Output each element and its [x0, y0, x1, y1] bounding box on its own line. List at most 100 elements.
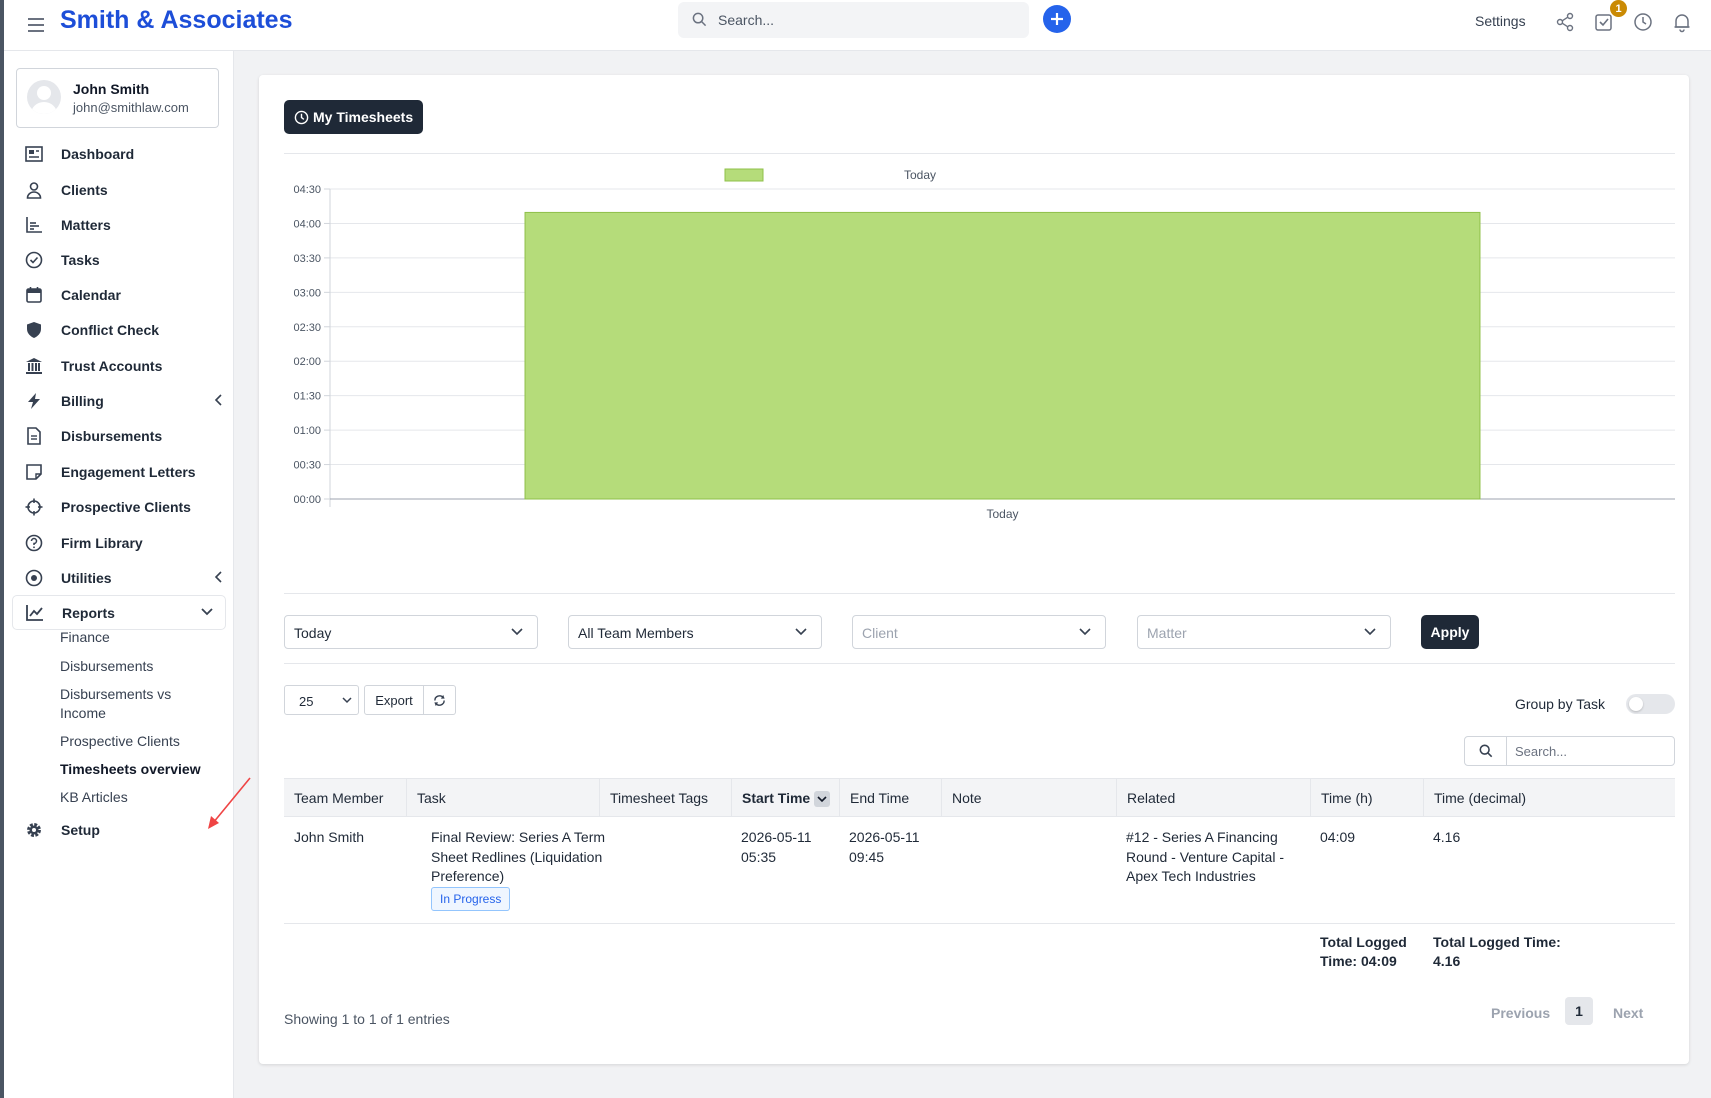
- bell-icon[interactable]: [1671, 11, 1693, 33]
- total-line: Total Logged: [1320, 934, 1407, 950]
- cell-time-decimal: 4.16: [1433, 829, 1461, 845]
- task-line: Final Review: Series A Term: [431, 829, 606, 845]
- client-select[interactable]: Client: [852, 615, 1106, 649]
- sidebar-item-utilities[interactable]: Utilities: [24, 563, 224, 593]
- team-member-select[interactable]: All Team Members: [568, 615, 822, 649]
- column-header-note[interactable]: Note: [942, 779, 1117, 816]
- y-tick-label: 04:30: [293, 184, 321, 196]
- task-line: Preference): [431, 868, 505, 884]
- group-by-task-toggle[interactable]: [1626, 694, 1675, 714]
- sidebar-item-label: Billing: [61, 393, 104, 409]
- toggle-knob: [1629, 697, 1643, 711]
- column-header-timesheet-tags[interactable]: Timesheet Tags: [600, 779, 732, 816]
- y-tick-label: 04:00: [293, 218, 321, 230]
- table-search-input[interactable]: [1515, 737, 1665, 765]
- page-length-select[interactable]: 25: [284, 685, 359, 715]
- user-card[interactable]: John Smith john@smithlaw.com: [16, 68, 219, 128]
- sidebar-item-clients[interactable]: Clients: [24, 175, 224, 205]
- global-search[interactable]: [678, 2, 1029, 38]
- total-line: 4.16: [1433, 953, 1461, 969]
- sidebar-item-disbursements[interactable]: Disbursements: [24, 421, 224, 451]
- bank-icon: [24, 356, 44, 376]
- x-tick-label: Today: [986, 507, 1018, 521]
- refresh-icon: [434, 694, 445, 706]
- column-header-team-member[interactable]: Team Member: [284, 779, 407, 816]
- bolt-icon: [24, 391, 44, 411]
- export-button[interactable]: Export: [364, 685, 424, 715]
- sidebar-item-tasks[interactable]: Tasks: [24, 245, 224, 275]
- divider: [284, 663, 1675, 664]
- calendar-icon: [24, 285, 44, 305]
- my-timesheets-button[interactable]: My Timesheets: [284, 100, 424, 134]
- crosshair-icon: [24, 497, 44, 517]
- note-icon: [24, 462, 44, 482]
- pagination-next[interactable]: Next: [1613, 1005, 1644, 1021]
- sidebar-item-reports[interactable]: Reports: [12, 595, 226, 630]
- reports-sub-disbursements-vs-income[interactable]: Disbursements vs Income: [60, 686, 172, 721]
- cell-task[interactable]: Final Review: Series A Term Sheet Redlin…: [431, 828, 605, 887]
- sidebar-item-prospective-clients[interactable]: Prospective Clients: [24, 492, 224, 522]
- column-header-related[interactable]: Related: [1117, 779, 1311, 816]
- sidebar-item-label: Setup: [61, 822, 100, 838]
- clock-icon[interactable]: [1632, 11, 1654, 33]
- matter-placeholder: Matter: [1147, 625, 1187, 641]
- sidebar-item-label: Calendar: [61, 287, 121, 303]
- global-search-input[interactable]: [718, 2, 1018, 38]
- menu-toggle-icon[interactable]: [24, 13, 48, 37]
- quick-add-button[interactable]: [1043, 5, 1071, 33]
- sidebar-item-calendar[interactable]: Calendar: [24, 280, 224, 310]
- matter-select[interactable]: Matter: [1137, 615, 1391, 649]
- settings-link[interactable]: Settings: [1475, 13, 1526, 29]
- column-header-start-time[interactable]: Start Time: [732, 779, 840, 816]
- sidebar-item-matters[interactable]: Matters: [24, 210, 224, 240]
- cell-related[interactable]: #12 - Series A Financing Round - Venture…: [1126, 828, 1284, 887]
- user-email: john@smithlaw.com: [73, 100, 189, 115]
- sidebar-item-label: Reports: [62, 604, 115, 621]
- column-header-task[interactable]: Task: [407, 779, 600, 816]
- reports-sub-timesheets-overview[interactable]: Timesheets overview: [60, 761, 201, 777]
- refresh-button[interactable]: [424, 685, 456, 715]
- y-tick-label: 02:00: [293, 356, 321, 368]
- reports-sub-prospective-clients[interactable]: Prospective Clients: [60, 733, 180, 749]
- column-header-time-h[interactable]: Time (h): [1311, 779, 1424, 816]
- sidebar-item-label: Utilities: [61, 570, 112, 586]
- sidebar-item-label: Matters: [61, 217, 111, 233]
- column-header-time-decimal[interactable]: Time (decimal): [1434, 789, 1527, 806]
- check-circle-icon: [24, 250, 44, 270]
- pagination-previous[interactable]: Previous: [1491, 1005, 1551, 1021]
- apply-button[interactable]: Apply: [1421, 615, 1479, 649]
- chevron-down-icon: [511, 628, 523, 636]
- column-header-end-time[interactable]: End Time: [840, 779, 942, 816]
- reports-sub-finance[interactable]: Finance: [60, 629, 110, 645]
- sidebar-item-setup[interactable]: Setup: [24, 815, 224, 845]
- related-line: Apex Tech Industries: [1126, 868, 1256, 884]
- sidebar-item-label: Tasks: [61, 252, 100, 268]
- divider: [284, 153, 1675, 154]
- share-icon[interactable]: [1554, 11, 1576, 33]
- y-tick-label: 01:30: [293, 391, 321, 403]
- sidebar-item-label: Dashboard: [61, 146, 135, 162]
- task-check-icon[interactable]: [1593, 11, 1615, 33]
- pagination-page[interactable]: 1: [1565, 997, 1593, 1025]
- sidebar-item-trust-accounts[interactable]: Trust Accounts: [24, 351, 224, 381]
- sidebar-item-firm-library[interactable]: Firm Library: [24, 528, 224, 558]
- my-timesheets-label: My Timesheets: [313, 109, 414, 125]
- reports-sub-kb-articles[interactable]: KB Articles: [60, 789, 128, 805]
- sidebar-item-billing[interactable]: Billing: [24, 386, 224, 416]
- status-badge: In Progress: [431, 887, 511, 911]
- shield-icon: [24, 320, 44, 340]
- y-tick-label: 03:30: [293, 253, 321, 265]
- sort-desc-icon[interactable]: [814, 791, 830, 807]
- reports-sub-disbursements[interactable]: Disbursements: [60, 658, 154, 674]
- sidebar-item-dashboard[interactable]: Dashboard: [24, 139, 224, 169]
- sidebar-item-engagement-letters[interactable]: Engagement Letters: [24, 457, 224, 487]
- sidebar-item-label: Firm Library: [61, 535, 143, 551]
- sidebar-item-conflict-check[interactable]: Conflict Check: [24, 315, 224, 345]
- period-select[interactable]: Today: [284, 615, 538, 649]
- chevron-down-icon: [1364, 628, 1376, 636]
- client-placeholder: Client: [862, 625, 898, 641]
- cell-time-h: 04:09: [1320, 829, 1356, 845]
- chevron-down-icon: [795, 628, 807, 636]
- table-search[interactable]: [1464, 736, 1675, 766]
- brand-title[interactable]: Smith & Associates: [60, 6, 293, 34]
